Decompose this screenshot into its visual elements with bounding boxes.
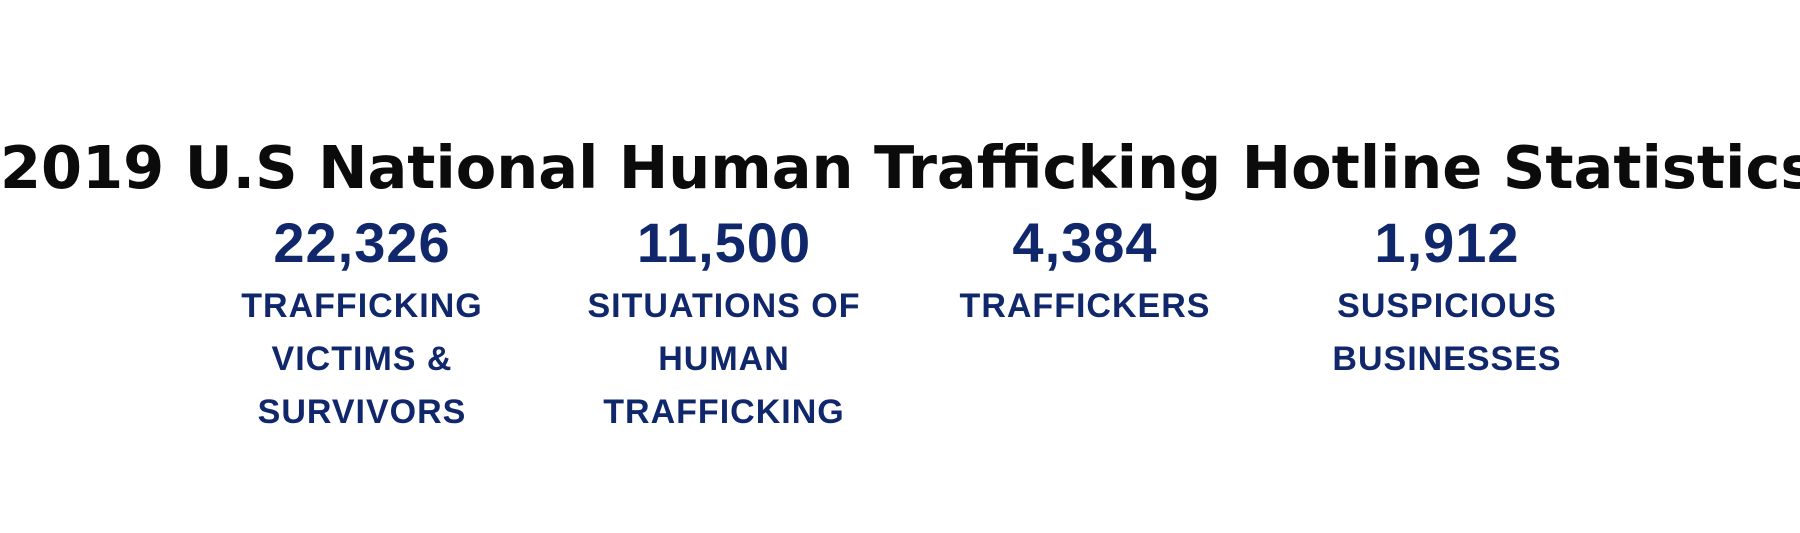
stat-label: TRAFFICKING VICTIMS & SURVIVORS (241, 287, 483, 431)
stat-traffickers: 4,384 TRAFFICKERS (925, 210, 1245, 333)
stat-suspicious-businesses: 1,912 SUSPICIOUS BUSINESSES (1287, 210, 1607, 386)
stat-label: TRAFFICKERS (959, 287, 1211, 325)
stat-situations: 11,500 SITUATIONS OF HUMAN TRAFFICKING (564, 210, 884, 439)
stat-value: 4,384 (1012, 211, 1158, 274)
page-title: 2019 U.S National Human Trafficking Hotl… (0, 132, 1800, 202)
stat-victims-survivors: 22,326 TRAFFICKING VICTIMS & SURVIVORS (202, 210, 522, 439)
stat-value: 11,500 (636, 211, 812, 274)
stat-value: 22,326 (273, 211, 451, 274)
stat-value: 1,912 (1374, 211, 1520, 274)
stat-label: SITUATIONS OF HUMAN TRAFFICKING (587, 287, 861, 431)
stat-label: SUSPICIOUS BUSINESSES (1332, 287, 1562, 378)
